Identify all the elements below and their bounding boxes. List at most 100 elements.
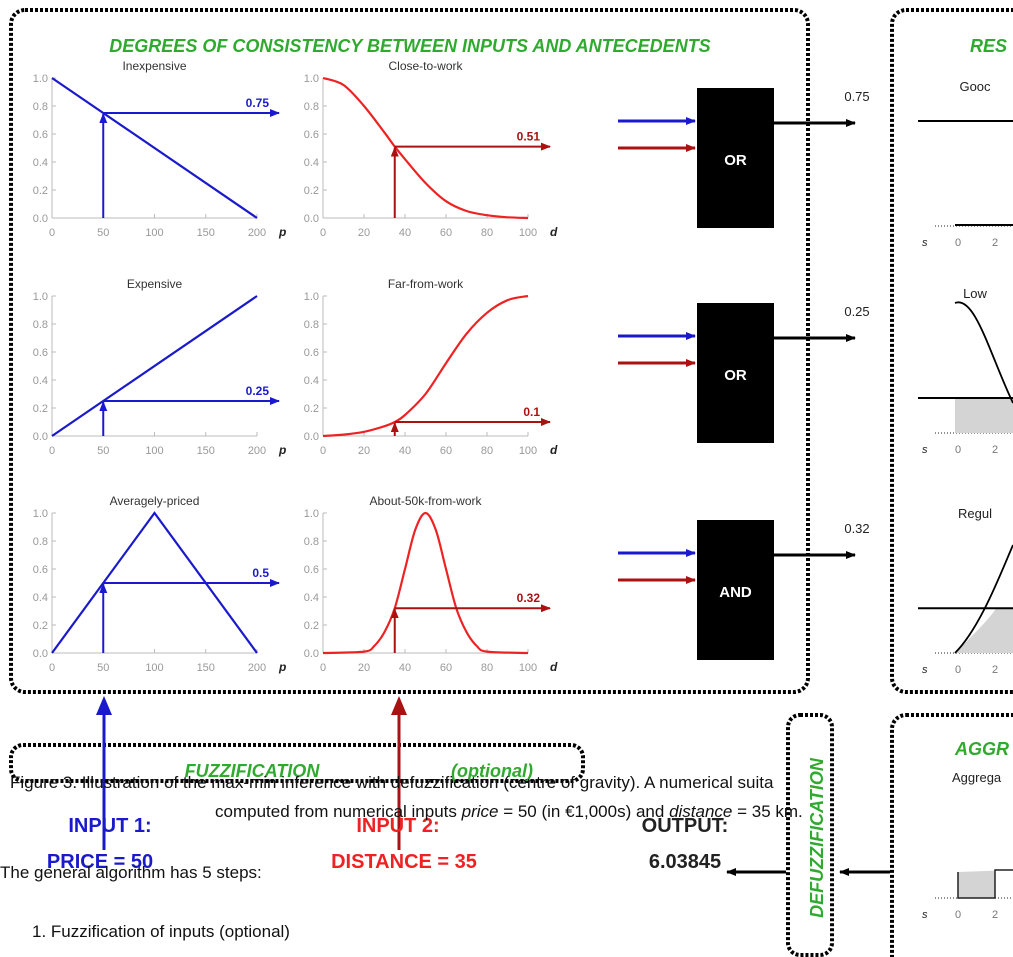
y-tick-label: 1.0 [33,291,48,303]
degree-label: 0.1 [523,405,540,419]
caption-distance-var: distance [669,802,733,821]
consequent-axis-label: s [922,237,928,249]
y-tick-label: 0.6 [304,564,319,576]
input2-label: INPUT 2: [356,815,439,837]
x-tick-label: 80 [481,227,493,239]
x-tick-label: 100 [519,227,537,239]
x-tick-label: 60 [440,227,452,239]
y-tick-label: 0.6 [304,129,319,141]
y-tick-label: 0.2 [33,403,48,415]
membership-curve [51,511,258,654]
y-tick-label: 0.6 [33,129,48,141]
chart-title: About-50k-from-work [369,494,482,508]
consequent-title: Low [963,286,987,301]
membership-chart: Far-from-work 0.0 0.2 0.4 0.6 0.8 1.0 0 20 40 60 80… [304,277,558,457]
aggregation-frame [890,713,1013,957]
membership-curve [322,76,529,220]
operator-label: OR [724,152,747,169]
consequent-title: Gooc [959,79,991,94]
x-tick-label: 150 [197,227,215,239]
y-tick-label: 1.0 [33,508,48,520]
consequent-tick: 2 [992,444,998,456]
y-tick-label: 0.4 [33,157,48,169]
y-tick-label: 0.8 [33,319,48,331]
y-tick-label: 0.0 [304,213,319,225]
aggregation-subtitle: Aggrega [952,770,1002,785]
y-tick-label: 0.0 [33,213,48,225]
y-tick-label: 0.4 [304,592,319,604]
membership-curve [322,511,529,655]
aggregation-title: AGGR [954,739,1009,759]
x-tick-label: 150 [197,662,215,674]
x-tick-label: 80 [481,662,493,674]
algorithm-intro: The general algorithm has 5 steps: [0,863,262,882]
operator-and: AND 0.32 [618,520,870,660]
aggregate-tick: 0 [955,909,961,921]
y-tick-label: 0.2 [33,620,48,632]
x-tick-label: 0 [49,227,55,239]
y-tick-label: 0.4 [304,375,319,387]
consequent-panel: Low s 0 2 [918,286,1013,456]
consequent-axis-label: s [922,664,928,676]
consequent-title: Regul [958,506,992,521]
membership-chart: About-50k-from-work 0.0 0.2 0.4 0.6 0.8 1.0 0 20… [304,494,558,674]
input2-value: DISTANCE = 35 [331,851,477,873]
antecedents-frame [9,8,810,694]
x-axis-label: d [550,443,558,457]
consequent-axis-label: s [922,444,928,456]
x-tick-label: 200 [248,662,266,674]
y-tick-label: 0.2 [304,403,319,415]
input1-arrowhead [96,696,112,715]
defuzzification-banner [786,713,834,957]
optional-label: (optional) [451,761,533,781]
x-tick-label: 0 [320,445,326,457]
x-axis-label: p [278,225,286,239]
input2-arrowhead [391,696,407,715]
x-axis-label: p [278,443,286,457]
consequent-curve [954,544,1013,654]
y-tick-label: 0.0 [304,431,319,443]
x-tick-label: 20 [358,445,370,457]
operator-label: OR [724,367,747,384]
membership-curve [51,295,258,437]
fuzzification-banner [9,743,585,783]
chart-title: Expensive [127,277,183,291]
input1-label: INPUT 1: [68,815,151,837]
y-tick-label: 0.0 [304,648,319,660]
membership-chart: Expensive 0.0 0.2 0.4 0.6 0.8 1.0 0 50 100 150 200 p… [33,277,287,457]
x-tick-label: 60 [440,445,452,457]
membership-chart: Close-to-work 0.0 0.2 0.4 0.6 0.8 1.0 0 20 40 60 80… [304,59,558,239]
x-tick-label: 50 [97,227,109,239]
x-tick-label: 40 [399,227,411,239]
operator-or: OR 0.25 [618,303,870,443]
x-tick-label: 80 [481,445,493,457]
y-tick-label: 0.6 [33,564,48,576]
y-tick-label: 0.4 [304,157,319,169]
membership-charts: Inexpensive 0.0 0.2 0.4 0.6 0.8 1.0 0 50 100 150 20… [33,59,558,674]
y-tick-label: 0.8 [304,319,319,331]
rule-output-value: 0.32 [844,521,869,536]
x-tick-label: 100 [145,227,163,239]
x-tick-label: 100 [145,445,163,457]
aggregate-tick: 2 [992,909,998,921]
y-tick-label: 0.6 [304,347,319,359]
x-axis-label: d [550,660,558,674]
y-tick-label: 0.0 [33,431,48,443]
consequent-tick: 0 [955,237,961,249]
rule-output-value: 0.75 [844,89,869,104]
input1-value: PRICE = 50 [47,851,153,873]
x-tick-label: 20 [358,662,370,674]
caption-text: computed from numerical inputs [215,802,462,821]
results-frame [890,8,1013,694]
degree-label: 0.25 [246,384,270,398]
y-tick-label: 1.0 [304,508,319,520]
x-tick-label: 50 [97,662,109,674]
y-tick-label: 0.8 [304,101,319,113]
operator-label: AND [719,584,752,601]
fuzzification-label: FUZZIFICATION [185,761,321,781]
y-tick-label: 0.2 [304,185,319,197]
consequent-tick: 0 [955,444,961,456]
figure-caption-line1: Figure 3. Illustration of the max-min in… [10,773,774,792]
caption-text: = 35 km. [732,802,803,821]
